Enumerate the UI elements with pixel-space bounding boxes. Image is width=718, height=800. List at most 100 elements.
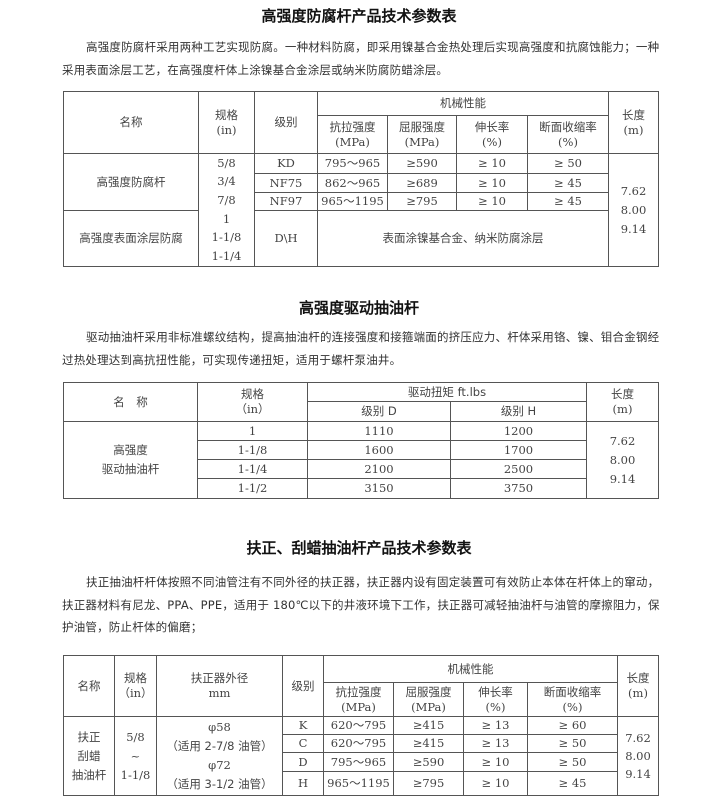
- header-spec: 规格 （in）: [114, 655, 157, 717]
- torque-h: 2500: [450, 459, 587, 479]
- header-mechanical: 机械性能: [317, 91, 609, 116]
- table-row: 高强度防腐杆 5/8 3/4 7/8 1 1-1/8 1-1/4 KD 795～965 …: [63, 152, 659, 267]
- spec: 1-1/8: [197, 440, 308, 460]
- elongation: ≥ 13: [463, 716, 528, 735]
- diameter-list: φ58 （适用 2-7/8 油管） φ72 （适用 3-1/2 油管）: [156, 716, 283, 796]
- elongation: ≥ 10: [456, 192, 528, 212]
- reduction: ≥ 60: [527, 716, 618, 735]
- section2-title: 高强度驱动抽油杆: [298, 299, 419, 317]
- table-row: 扶正 刮蜡 抽油杆 5/8 ~1-1/8 φ58 （适用 2-7/8 油管） φ72 （适用…: [63, 716, 659, 796]
- header-elongation: 伸长率 (%): [463, 682, 528, 717]
- header-name: 名 称: [63, 382, 198, 422]
- reduction: ≥ 50: [527, 752, 618, 772]
- anticorrosion-rod-table: 名称 规格 (in) 级别 机械性能 长度 (m) 抗拉强度 (MPa) 屈服强度 (M…: [63, 91, 659, 267]
- drive-rod-table: 名 称 规格 （in） 驱动扭矩 ft.lbs 长度 (m) 级别 D 级别 H 高…: [63, 382, 659, 499]
- grade: D\H: [254, 210, 318, 267]
- tensile: 620～795: [323, 734, 394, 753]
- tensile: 620～795: [323, 716, 394, 735]
- header-grade: 级别: [282, 655, 324, 717]
- header-grade: 级别: [254, 91, 318, 154]
- header-tensile: 抗拉强度 (MPa): [323, 682, 394, 717]
- header-spec: 规格 (in): [198, 91, 255, 154]
- spec: 1-1/2: [197, 478, 308, 499]
- yield: ≥590: [393, 752, 464, 772]
- header-torque: 驱动扭矩 ft.lbs: [307, 382, 587, 402]
- header-grade-h: 级别 H: [450, 401, 587, 422]
- header-elongation: 伸长率 (%): [456, 115, 528, 154]
- tensile: 862～965: [317, 173, 388, 194]
- header-name: 名称: [63, 91, 199, 154]
- yield: ≥795: [393, 771, 464, 796]
- header-tensile: 抗拉强度 (MPa): [317, 115, 388, 154]
- table-row: NF97 965～1195 ≥795 ≥ 10 ≥ 45: [64, 192, 659, 212]
- header-yield: 屈服强度 (MPa): [393, 682, 464, 717]
- header-mechanical: 机械性能: [323, 655, 618, 683]
- torque-d: 1600: [307, 440, 451, 460]
- header-reduction: 断面收缩率 (%): [527, 115, 609, 154]
- grade: NF75: [254, 173, 318, 194]
- reduction: ≥ 45: [527, 173, 609, 194]
- reduction: ≥ 45: [527, 771, 618, 796]
- tensile: 795～965: [323, 752, 394, 772]
- grade: K: [282, 716, 324, 735]
- header-length: 长度 (m): [608, 91, 659, 154]
- spec: 1: [197, 421, 308, 441]
- header-grade-d: 级别 D: [307, 401, 451, 422]
- torque-d: 1110: [307, 421, 451, 441]
- length-list: 7.62 8.00 9.14: [608, 153, 659, 267]
- torque-h: 1200: [450, 421, 587, 441]
- header-yield: 屈服强度 (MPa): [387, 115, 457, 154]
- table-row: 1-1/2 3150 3750: [64, 478, 659, 499]
- table-row: C 620～795 ≥415 ≥ 13 ≥ 50: [64, 734, 659, 753]
- section3-title: 扶正、刮蜡抽油杆产品技术参数表: [246, 539, 472, 557]
- yield: ≥415: [393, 734, 464, 753]
- header-reduction: 断面收缩率 (%): [527, 682, 618, 717]
- yield: ≥689: [387, 173, 457, 194]
- length-list: 7.62 8.00 9.14: [617, 716, 659, 796]
- table-row: 高强度表面涂层防腐 D\H 表面涂镍基合金、纳米防腐涂层: [63, 210, 659, 267]
- tensile: 795～965: [317, 152, 388, 175]
- length-list: 7.62 8.00 9.14: [586, 421, 659, 499]
- elongation: ≥ 10: [456, 152, 528, 175]
- reduction: ≥ 50: [527, 734, 618, 753]
- yield: ≥590: [387, 152, 457, 175]
- reduction: ≥ 50: [527, 152, 609, 175]
- grade: C: [282, 734, 324, 753]
- elongation: ≥ 10: [456, 173, 528, 194]
- section1-paragraph: 高强度防腐杆采用两种工艺实现防腐。一种材料防腐，即采用镍基合金热处理后实现高强度…: [62, 40, 660, 77]
- spec-list: 5/8 3/4 7/8 1 1-1/8 1-1/4: [198, 153, 255, 267]
- product-name: 高强度 驱动抽油杆: [63, 421, 198, 499]
- product-name: 高强度防腐杆: [63, 152, 199, 212]
- reduction: ≥ 45: [527, 192, 609, 212]
- product-name: 扶正 刮蜡 抽油杆: [63, 716, 115, 796]
- header-name: 名称: [63, 655, 115, 717]
- elongation: ≥ 10: [463, 752, 528, 772]
- table-row: 1-1/8 1600 1700: [64, 440, 659, 460]
- header-length: 长度 (m): [617, 655, 659, 717]
- table-row: NF75 862～965 ≥689 ≥ 10 ≥ 45: [64, 173, 659, 194]
- grade: H: [282, 771, 324, 796]
- grade: D: [282, 752, 324, 772]
- header-spec: 规格 （in）: [197, 382, 308, 422]
- coating-note: 表面涂镍基合金、纳米防腐涂层: [317, 210, 609, 267]
- product-name: 高强度表面涂层防腐: [63, 210, 199, 267]
- yield: ≥415: [393, 716, 464, 735]
- header-diameter: 扶正器外径 mm: [156, 655, 283, 717]
- elongation: ≥ 10: [463, 771, 528, 796]
- yield: ≥795: [387, 192, 457, 212]
- centralizer-rod-table: 名称 规格 （in） 扶正器外径 mm 级别 机械性能 长度 (m) 抗拉强度 (MPa…: [63, 655, 659, 796]
- section1-title: 高强度防腐杆产品技术参数表: [261, 7, 457, 25]
- torque-d: 2100: [307, 459, 451, 479]
- torque-d: 3150: [307, 478, 451, 499]
- section3-paragraph: 扶正抽油杆杆体按照不同油管注有不同外径的扶正器，扶正器内设有固定装置可有效防止本…: [62, 575, 660, 634]
- table-row: 高强度 驱动抽油杆 1 1110 1200 7.62 8.00 9.14: [63, 421, 659, 499]
- torque-h: 1700: [450, 440, 587, 460]
- table-row: H 965～1195 ≥795 ≥ 10 ≥ 45: [64, 771, 659, 796]
- spec: 1-1/4: [197, 459, 308, 479]
- grade: KD: [254, 152, 318, 175]
- tensile: 965～1195: [317, 192, 388, 212]
- table-row: 1-1/4 2100 2500: [64, 459, 659, 479]
- header-length: 长度 (m): [586, 382, 659, 422]
- spec-range: 5/8 ~1-1/8: [114, 716, 157, 796]
- grade: NF97: [254, 192, 318, 212]
